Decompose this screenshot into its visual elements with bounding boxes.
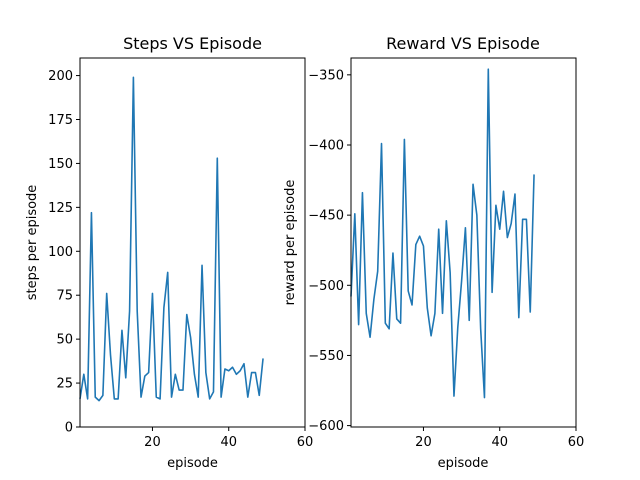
steps-y-tick-label: 175 [48,113,73,128]
reward-axes-frame [350,57,577,428]
steps-x-tick-label: 60 [297,435,314,450]
reward-y-tick-label: −500 [308,279,344,294]
reward-y-ticks: −600 −550 −500 −450 −400 −350 [308,68,351,434]
reward-x-tick-label: 20 [415,435,432,450]
steps-x-tick-label: 20 [144,435,161,450]
steps-axes-frame [79,57,306,428]
steps-y-tick-label: 75 [56,289,73,304]
reward-y-axis-label: reward per episode [283,180,298,306]
steps-chart: Steps VS Episode 20 40 60 0 25 50 75 100 125 150… [25,34,313,471]
reward-chart: Reward VS Episode 20 40 60 −600 −550 −500 −45… [283,34,584,471]
steps-plot-area [79,76,264,402]
steps-y-tick-label: 200 [48,69,73,84]
reward-chart-title: Reward VS Episode [386,34,540,53]
steps-x-tick-label: 40 [220,435,237,450]
reward-y-tick-label: −400 [308,138,344,153]
reward-x-tick-label: 40 [491,435,508,450]
reward-x-tick-label: 60 [568,435,585,450]
steps-y-tick-label: 50 [56,333,73,348]
reward-x-axis-label: episode [438,456,489,471]
steps-y-tick-label: 125 [48,201,73,216]
steps-y-tick-label: 150 [48,157,73,172]
steps-y-ticks: 0 25 50 75 100 125 150 175 200 [48,69,80,436]
steps-y-axis-label: steps per episode [25,185,40,301]
steps-y-tick-label: 25 [56,377,73,392]
steps-x-axis-label: episode [167,456,218,471]
steps-chart-title: Steps VS Episode [123,34,262,53]
reward-plot-area [350,68,535,399]
reward-y-tick-label: −350 [308,68,344,83]
reward-y-tick-label: −450 [308,209,344,224]
reward-x-ticks: 20 40 60 [415,427,584,450]
steps-x-ticks: 20 40 60 [144,427,313,450]
steps-y-tick-label: 0 [65,421,73,436]
reward-y-tick-label: −550 [308,349,344,364]
reward-y-tick-label: −600 [308,419,344,434]
steps-y-tick-label: 100 [48,245,73,260]
